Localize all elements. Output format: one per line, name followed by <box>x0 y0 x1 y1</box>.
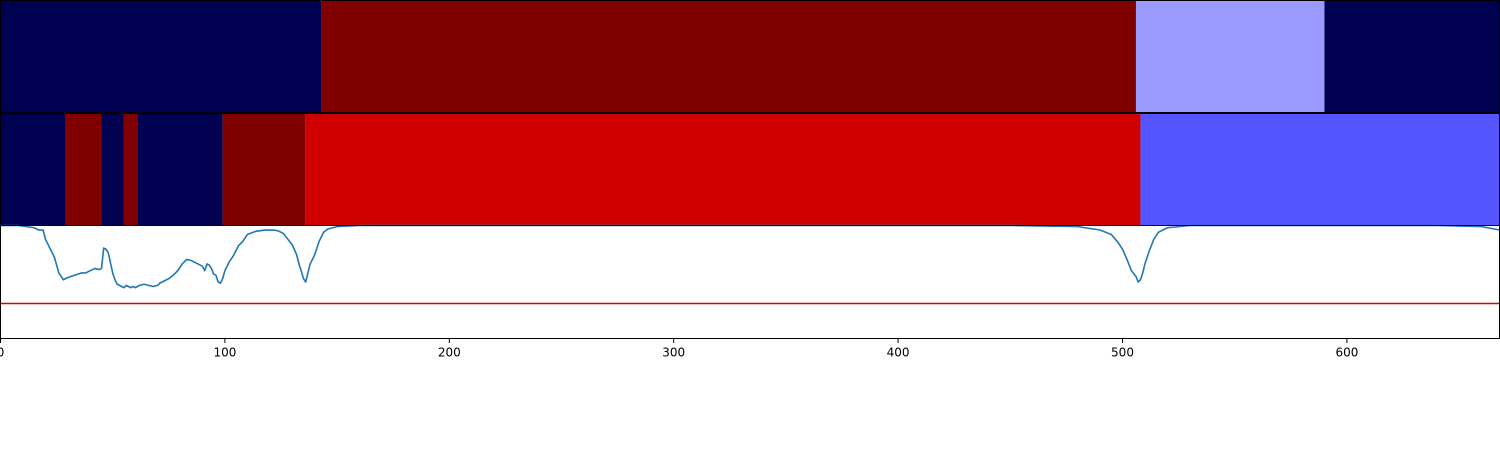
segment-track-top <box>0 0 1500 113</box>
x-tick-label-500: 500 <box>1111 346 1134 360</box>
segment-1-5 <box>222 113 306 226</box>
x-tick-label-300: 300 <box>662 346 685 360</box>
line-panel-frame <box>0 225 1500 339</box>
segment-1-2 <box>101 113 124 226</box>
segment-0-0 <box>0 0 322 113</box>
segment-0-2 <box>1135 0 1325 113</box>
x-tick-label-400: 400 <box>887 346 910 360</box>
x-tick-label-0: 0 <box>0 346 4 360</box>
segment-track-middle <box>0 113 1500 226</box>
segment-1-6 <box>305 113 1141 226</box>
x-axis: 0 100 200 300 400 500 600 <box>0 338 1358 360</box>
segment-0-3 <box>1324 0 1500 113</box>
segment-1-1 <box>65 113 102 226</box>
segment-1-7 <box>1140 113 1500 226</box>
segment-1-0 <box>0 113 66 226</box>
signal-line-panel <box>0 224 1500 339</box>
segment-1-4 <box>137 113 223 226</box>
signal-line <box>0 224 1500 289</box>
x-tick-label-100: 100 <box>213 346 236 360</box>
segment-1-3 <box>123 113 138 226</box>
x-tick-label-200: 200 <box>438 346 461 360</box>
x-tick-label-600: 600 <box>1335 346 1358 360</box>
segment-0-1 <box>321 0 1136 113</box>
